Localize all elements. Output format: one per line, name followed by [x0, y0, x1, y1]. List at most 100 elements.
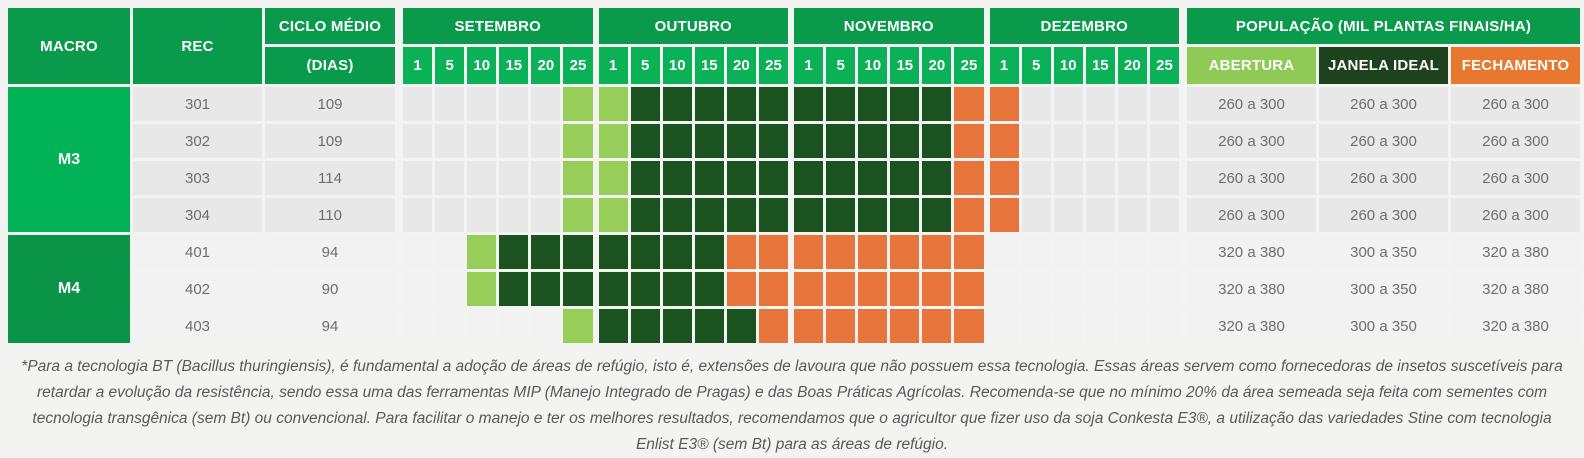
ciclo-cell: 90	[265, 272, 395, 306]
calendar-cell	[758, 309, 788, 343]
macro-column: MACRO M3 M4	[8, 8, 130, 343]
month-header-cell: SETEMBRO	[403, 8, 593, 44]
rec-cell: 304	[133, 198, 262, 232]
population-row: 320 a 380 300 a 350 320 a 380	[1187, 309, 1580, 343]
calendar-row	[403, 124, 1179, 158]
calendar-cell-grid	[598, 161, 788, 195]
calendar-month-group	[989, 272, 1179, 306]
calendar-month-group	[989, 87, 1179, 121]
calendar-month-group	[794, 124, 984, 158]
calendar-cell	[563, 198, 593, 232]
calendar-cell	[630, 87, 660, 121]
calendar-cell	[598, 87, 628, 121]
day-header-cell: 1	[403, 47, 433, 84]
calendar-cell-grid	[403, 87, 593, 121]
calendar-cell	[467, 87, 497, 121]
calendar-cell	[758, 161, 788, 195]
day-header-group: 1 5 10 15 20 25	[989, 47, 1179, 84]
population-cell: 300 a 350	[1319, 309, 1448, 343]
calendar-cell	[1021, 87, 1051, 121]
calendar-row	[403, 272, 1179, 306]
calendar-cell	[1117, 272, 1147, 306]
calendar-cell	[598, 198, 628, 232]
calendar-cell	[435, 161, 465, 195]
day-header-group: 1 5 10 15 20 25	[794, 47, 984, 84]
calendar-cell	[858, 272, 888, 306]
calendar-cell	[1053, 198, 1083, 232]
calendar-cell	[1021, 235, 1051, 269]
calendar-cell	[726, 124, 756, 158]
calendar-cell	[598, 124, 628, 158]
calendar-cell-grid	[989, 124, 1179, 158]
calendar-cell	[922, 235, 952, 269]
calendar-cell	[1085, 124, 1115, 158]
calendar-cell	[598, 272, 628, 306]
calendar-cell	[922, 87, 952, 121]
calendar-cell	[1149, 87, 1179, 121]
population-cell: 320 a 380	[1451, 235, 1580, 269]
calendar-cell	[989, 161, 1019, 195]
calendar-month-group	[403, 161, 593, 195]
calendar-month-group	[794, 161, 984, 195]
ciclo-cell: 94	[265, 235, 395, 269]
day-header-group: 1 5 10 15 20 25	[598, 47, 788, 84]
calendar-cell	[954, 198, 984, 232]
calendar-cell	[1085, 309, 1115, 343]
calendar-cell	[954, 272, 984, 306]
day-header-cell: 10	[858, 47, 888, 84]
calendar-cell-grid	[989, 235, 1179, 269]
calendar-cell	[694, 198, 724, 232]
population-cell: 320 a 380	[1451, 272, 1580, 306]
calendar-cell-grid	[403, 235, 593, 269]
month-header-cell: DEZEMBRO	[989, 8, 1179, 44]
month-header-group: DEZEMBRO	[989, 8, 1179, 44]
calendar-cell-grid	[598, 235, 788, 269]
ciclo-header-line1: CICLO MÉDIO	[265, 8, 395, 44]
calendar-cell	[758, 198, 788, 232]
day-header-grid: 1 5 10 15 20 25	[598, 47, 788, 84]
calendar-cell	[630, 124, 660, 158]
calendar-cell	[794, 198, 824, 232]
calendar-cell	[435, 309, 465, 343]
calendar-cell	[1053, 124, 1083, 158]
calendar-cell	[758, 124, 788, 158]
calendar-cell	[435, 87, 465, 121]
day-header-cell: 5	[435, 47, 465, 84]
calendar-cell	[989, 235, 1019, 269]
calendar-row	[403, 198, 1179, 232]
calendar-cell	[630, 272, 660, 306]
calendar-cell	[499, 309, 529, 343]
calendar-cell	[662, 198, 692, 232]
calendar-cell	[1117, 235, 1147, 269]
day-header-cell: 15	[1085, 47, 1115, 84]
calendar-month-group	[989, 309, 1179, 343]
day-header-cell: 5	[1021, 47, 1051, 84]
calendar-month-group	[403, 198, 593, 232]
calendar-cell	[726, 235, 756, 269]
ciclo-cell: 109	[265, 87, 395, 121]
population-row: 320 a 380 300 a 350 320 a 380	[1187, 235, 1580, 269]
calendar-cell	[694, 161, 724, 195]
month-header-group: NOVEMBRO	[794, 8, 984, 44]
calendar-cell	[1021, 309, 1051, 343]
calendar-cell	[598, 161, 628, 195]
population-row: 260 a 300 260 a 300 260 a 300	[1187, 87, 1580, 121]
calendar-cell	[499, 198, 529, 232]
calendar-cell-grid	[989, 309, 1179, 343]
calendar-cell-grid	[403, 272, 593, 306]
calendar-cell	[826, 198, 856, 232]
population-subheader-row: ABERTURA JANELA IDEAL FECHAMENTO	[1187, 47, 1580, 84]
calendar-cell	[467, 124, 497, 158]
calendar-cell	[1149, 198, 1179, 232]
calendar-month-group	[989, 161, 1179, 195]
calendar-cell	[726, 309, 756, 343]
day-header-group: 1 5 10 15 20 25	[403, 47, 593, 84]
day-header-cell: 25	[563, 47, 593, 84]
calendar-cell-grid	[598, 124, 788, 158]
calendar-cell	[403, 309, 433, 343]
calendar-cell	[467, 272, 497, 306]
calendar-row	[403, 161, 1179, 195]
calendar-cell-grid	[989, 87, 1179, 121]
calendar-cell-grid	[598, 87, 788, 121]
calendar-month-group	[598, 235, 788, 269]
